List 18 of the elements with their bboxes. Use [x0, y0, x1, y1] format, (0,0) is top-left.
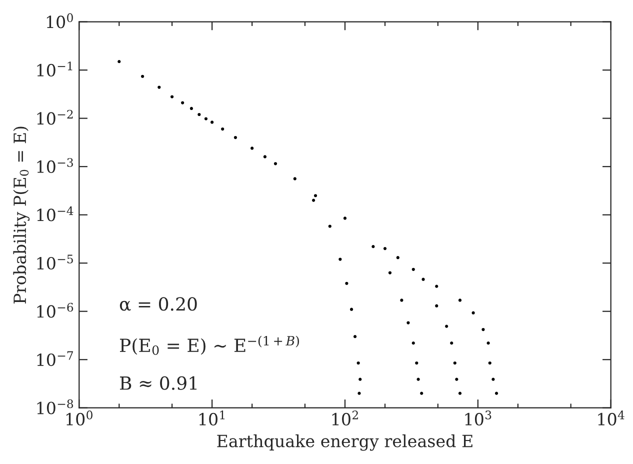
annotation: P(E$_{0}$ = E) ∼ E$^{−(1+B)}$ [120, 336, 299, 355]
y-tick-label: 10$^{0}$ [46, 13, 73, 28]
x-tick-label: 10$^{2}$ [332, 410, 358, 426]
y-tick-label: 10$^{−6}$ [37, 302, 74, 318]
y-tick-label: 10$^{−5}$ [37, 254, 73, 270]
y-tick-label: 10$^{−3}$ [37, 158, 73, 174]
x-tick-label: 10$^{0}$ [66, 410, 92, 426]
annotation: B ≈ 0.91 [120, 376, 197, 390]
x-axis-title: Earthquake energy released E [217, 434, 472, 451]
annotation: α = 0.20 [120, 297, 197, 311]
y-tick-label: 10$^{−7}$ [37, 351, 73, 366]
y-tick-label: 10$^{−2}$ [37, 110, 73, 125]
x-tick-label: 10$^{1}$ [199, 410, 225, 426]
x-tick-label: 10$^{3}$ [465, 410, 492, 426]
y-axis-title: Probability P(E$_{0}$ = E) [13, 126, 30, 304]
x-tick-label: 10$^{4}$ [598, 410, 624, 426]
y-tick-label: 10$^{−4}$ [37, 206, 74, 222]
y-tick-label: 10$^{−1}$ [37, 62, 72, 77]
